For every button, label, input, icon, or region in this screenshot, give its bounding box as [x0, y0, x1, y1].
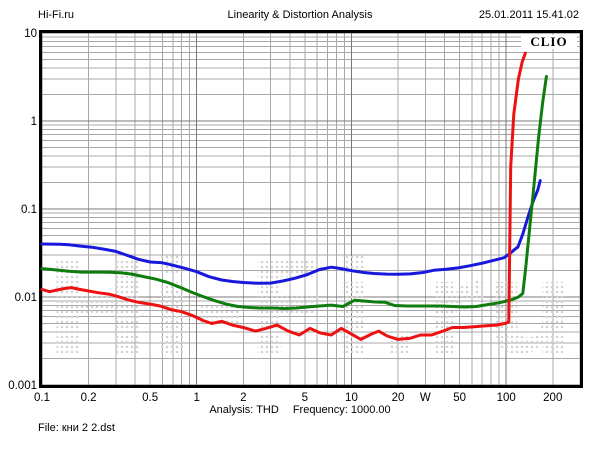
- x-tick-label: 100: [497, 392, 516, 404]
- x-tick-label: 0.5: [142, 392, 158, 404]
- y-tick-label: 0.1: [21, 204, 37, 216]
- x-tick-label: 200: [543, 392, 562, 404]
- file-name-label: File: кни 2 2.dst: [38, 422, 115, 434]
- y-tick-label: 1: [31, 116, 37, 128]
- analysis-status-line: Analysis: THD Frequency: 1000.00: [0, 404, 600, 417]
- x-tick-label: 2: [240, 392, 246, 404]
- clio-brand-badge: CLIO: [521, 35, 577, 49]
- x-tick-label: 5: [302, 392, 308, 404]
- x-tick-label: W: [420, 392, 431, 404]
- y-tick-label: 0.001: [8, 380, 37, 392]
- grid-lines: [41, 32, 581, 386]
- analysis-type-label: Analysis: THD: [209, 404, 279, 416]
- x-tick-label: 1: [194, 392, 200, 404]
- x-tick-label: 0.2: [81, 392, 97, 404]
- x-tick-label: 10: [345, 392, 358, 404]
- page-title: Linearity & Distortion Analysis: [227, 9, 373, 21]
- x-tick-label: 50: [453, 392, 466, 404]
- y-tick-label: 10: [24, 28, 37, 40]
- datetime-label: 25.01.2011 15.41.02: [478, 9, 579, 21]
- blue-curve: [40, 179, 542, 285]
- red-curve: [40, 51, 527, 341]
- site-label: Hi-Fi.ru: [38, 9, 75, 21]
- green-curve: [40, 75, 548, 310]
- y-tick-label: 0.01: [15, 292, 37, 304]
- x-tick-label: 0.1: [34, 392, 50, 404]
- frequency-label: Frequency: 1000.00: [292, 404, 391, 416]
- axis-tick-labels: 0.1 0.2 0.5 1 2 5 10 20 W 50 100 200 10 1 0.1 0.01 0.001: [8, 28, 562, 404]
- plot-frame: [39, 30, 583, 388]
- x-tick-label: 20: [392, 392, 405, 404]
